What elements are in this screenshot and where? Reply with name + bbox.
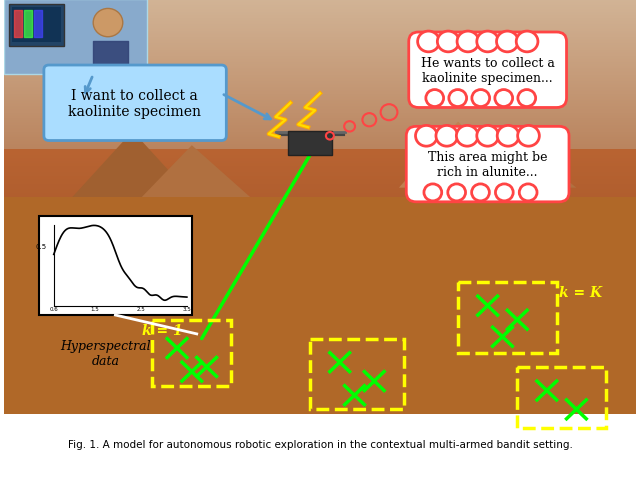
Circle shape [448,184,465,202]
Circle shape [497,126,519,147]
Bar [152,320,231,386]
Circle shape [477,32,499,53]
Circle shape [93,10,123,37]
FancyBboxPatch shape [44,66,227,141]
Circle shape [424,184,442,202]
Circle shape [449,90,467,108]
FancyBboxPatch shape [409,33,566,108]
Text: k = K: k = K [559,286,602,300]
Bar [458,282,557,353]
Polygon shape [132,146,261,207]
Circle shape [472,184,490,202]
Polygon shape [468,141,577,188]
Circle shape [497,32,518,53]
Circle shape [426,90,444,108]
Circle shape [518,90,536,108]
Circle shape [415,126,437,147]
Text: 1.5: 1.5 [91,307,99,312]
Bar [39,216,192,315]
Bar [10,5,63,47]
Circle shape [437,32,459,53]
Text: 3.5: 3.5 [182,307,191,312]
Circle shape [436,126,458,147]
Text: 2.5: 2.5 [136,307,145,312]
Circle shape [457,32,479,53]
Polygon shape [63,132,202,207]
Polygon shape [399,122,527,188]
Text: 0.6: 0.6 [49,307,58,312]
Bar [310,339,404,409]
Circle shape [456,126,478,147]
Circle shape [495,90,513,108]
Circle shape [518,126,540,147]
Bar [517,367,606,428]
Polygon shape [4,198,636,414]
Circle shape [472,90,490,108]
Bar [12,8,61,43]
Bar [289,132,332,156]
Text: Fig. 1. A model for autonomous robotic exploration in the contextual multi-armed: Fig. 1. A model for autonomous robotic e… [68,439,572,449]
Text: I want to collect a
kaolinite specimen: I want to collect a kaolinite specimen [68,88,201,119]
Circle shape [418,32,439,53]
Circle shape [495,184,513,202]
FancyBboxPatch shape [4,0,147,75]
Circle shape [519,184,537,202]
Circle shape [516,32,538,53]
Circle shape [477,126,499,147]
Text: He wants to collect a
kaolinite specimen...: He wants to collect a kaolinite specimen… [420,57,555,84]
FancyBboxPatch shape [406,127,569,203]
Text: This area might be
rich in alunite...: This area might be rich in alunite... [428,151,547,179]
Text: k = 1: k = 1 [143,323,183,337]
Text: Hyperspectral
data: Hyperspectral data [60,339,151,367]
Text: 0.5: 0.5 [36,243,47,249]
